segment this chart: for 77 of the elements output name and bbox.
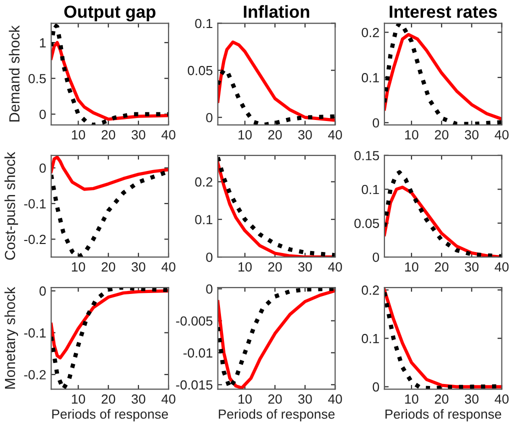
x-tick-label: 40 xyxy=(328,262,342,272)
y-tick-label: 0.05 xyxy=(188,66,212,76)
x-tick-label: 20 xyxy=(268,394,282,404)
x-tick-label: 20 xyxy=(434,394,448,404)
y-tick-label: -0.2 xyxy=(24,370,46,380)
y-tick-label: 0.2 xyxy=(195,177,212,187)
x-tick-label: 20 xyxy=(268,262,282,272)
y-tick-label: 0 xyxy=(40,110,46,120)
chart-title: Inflation xyxy=(244,5,310,18)
x-axis-title: Periods of response xyxy=(386,409,502,422)
x-tick-label: 10 xyxy=(238,130,252,140)
x-tick-label: 20 xyxy=(102,262,116,272)
y-tick-label: 0 xyxy=(40,286,46,296)
y-tick-label: 0 xyxy=(372,118,380,128)
x-tick-label: 10 xyxy=(72,130,86,140)
x-tick-label: 40 xyxy=(494,394,509,404)
y-tick-label: 0.2 xyxy=(362,286,379,295)
y-tick-label: -0.1 xyxy=(24,199,46,208)
y-tick-label: 0 xyxy=(372,382,380,392)
x-tick-label: 30 xyxy=(132,130,146,140)
x-tick-label: 10 xyxy=(405,262,418,272)
x-tick-label: 40 xyxy=(328,394,342,404)
x-tick-label: 40 xyxy=(162,394,176,404)
x-tick-label: 10 xyxy=(72,262,86,272)
x-tick-label: 40 xyxy=(328,130,342,140)
x-axis-title: Periods of response xyxy=(218,409,335,422)
y-tick-label: 0.1 xyxy=(195,214,212,224)
y-tick-label: 0.2 xyxy=(362,28,379,38)
y-tick-label: -0.005 xyxy=(176,316,212,326)
x-tick-label: 30 xyxy=(298,130,312,140)
y-tick-label: 0.05 xyxy=(354,218,380,228)
y-tick-label: 0 xyxy=(372,252,380,262)
y-tick-label: -0.01 xyxy=(183,348,212,358)
x-tick-label: 40 xyxy=(162,262,176,272)
x-tick-label: 20 xyxy=(434,130,448,140)
y-tick-label: 0 xyxy=(40,163,46,173)
y-tick-label: -0.2 xyxy=(24,234,46,244)
y-tick-label: 0 xyxy=(206,112,212,122)
x-tick-label: 20 xyxy=(102,394,116,404)
x-tick-label: 40 xyxy=(162,130,176,140)
x-tick-label: 30 xyxy=(298,262,312,272)
y-tick-label: 0 xyxy=(206,284,212,294)
y-tick-label: 1 xyxy=(40,38,46,48)
x-tick-label: 20 xyxy=(268,130,282,140)
x-axis-title: Periods of response xyxy=(52,409,168,422)
x-tick-label: 30 xyxy=(132,394,146,404)
x-tick-label: 40 xyxy=(494,130,509,140)
x-tick-label: 10 xyxy=(405,394,418,404)
y-axis-title: Cost-push shock xyxy=(4,152,18,260)
y-tick-label: 0.5 xyxy=(28,74,46,84)
y-tick-label: 0.1 xyxy=(195,18,212,28)
y-tick-label: 0.1 xyxy=(362,184,379,194)
x-tick-label: 10 xyxy=(238,394,252,404)
y-tick-label: 0.15 xyxy=(354,150,380,160)
y-tick-label: 0.1 xyxy=(362,73,379,82)
x-tick-label: 40 xyxy=(494,262,509,272)
line-series xyxy=(51,288,169,390)
x-tick-label: 20 xyxy=(102,130,116,140)
x-tick-label: 30 xyxy=(464,262,478,272)
x-tick-label: 30 xyxy=(298,394,312,404)
x-tick-label: 30 xyxy=(464,394,478,404)
line-series xyxy=(51,23,169,125)
chart-title: Interest rates xyxy=(390,6,497,18)
y-tick-label: -0.015 xyxy=(176,380,212,390)
x-tick-label: 30 xyxy=(464,130,478,140)
y-axis-title: Demand shock xyxy=(8,25,20,122)
y-tick-label: 0 xyxy=(206,252,212,262)
x-tick-label: 20 xyxy=(434,262,448,272)
chart-title: Output gap xyxy=(64,6,156,22)
y-tick-label: 0.1 xyxy=(362,334,379,344)
y-tick-label: -0.1 xyxy=(24,328,46,338)
x-tick-label: 10 xyxy=(238,262,252,272)
y-axis-title: Monetary shock xyxy=(4,286,18,389)
x-tick-label: 10 xyxy=(405,130,418,140)
line-series xyxy=(218,40,336,122)
x-tick-label: 10 xyxy=(72,394,86,404)
x-tick-label: 30 xyxy=(132,262,146,272)
